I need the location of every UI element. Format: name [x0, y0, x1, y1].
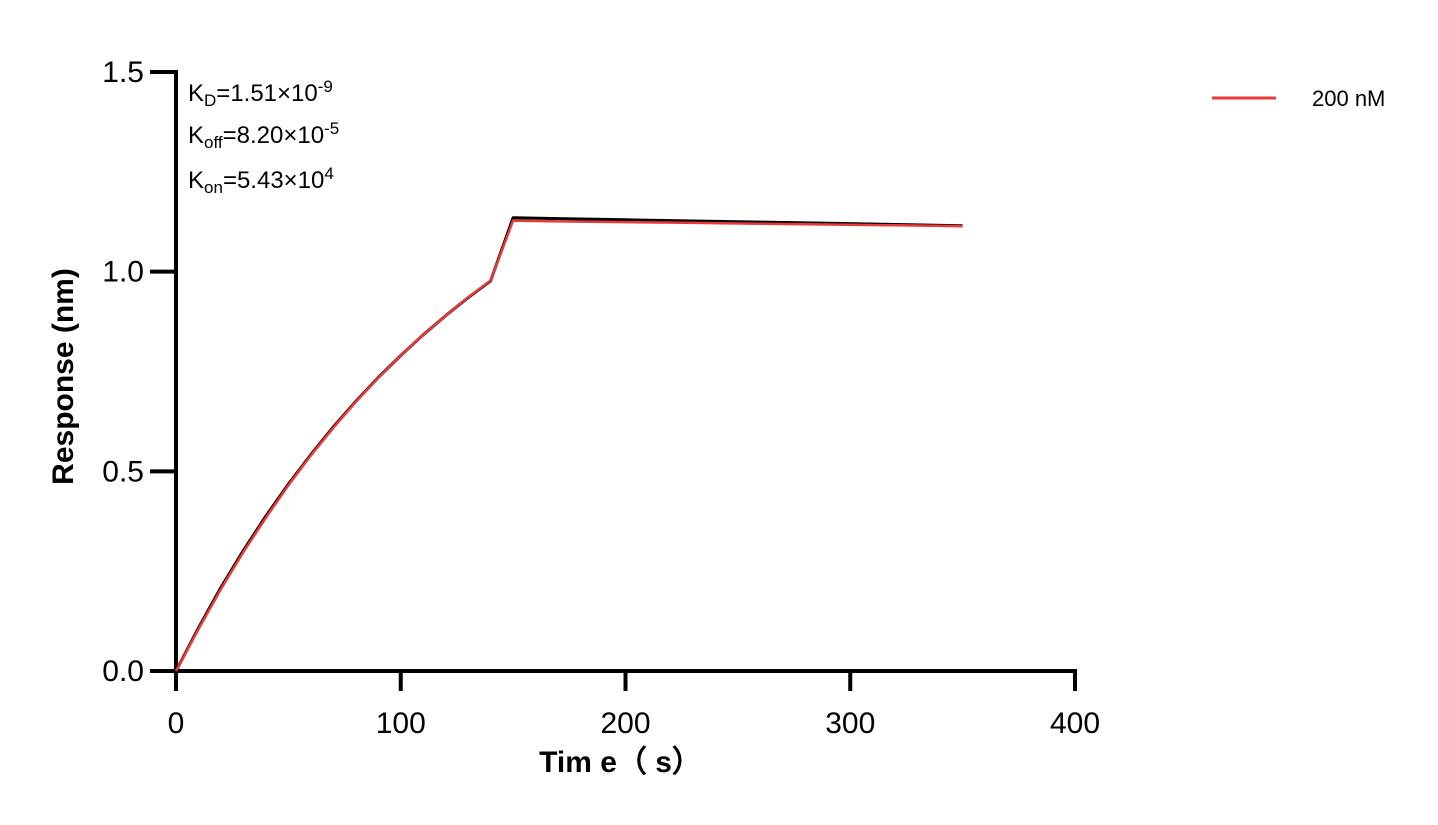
series-line-200nm: [174, 219, 963, 672]
axes: 0 100 200 300 400 0.0 0.5 1.0 1.5 Tim e（ s） Respon…: [47, 56, 1100, 779]
y-tick-label: 0.5: [102, 455, 144, 488]
legend-label: 200 nM: [1312, 86, 1385, 111]
koff-annotation: Koff=8.20×10-5: [188, 119, 340, 152]
y-tick-label: 1.0: [102, 256, 144, 289]
kd-annotation: KD=1.51×10-9: [188, 77, 333, 110]
x-tick-label: 0: [168, 707, 185, 740]
kon-annotation: Kon=5.43×104: [188, 164, 334, 197]
x-tick-label: 200: [600, 707, 650, 740]
series-layer: [174, 216, 963, 672]
y-tick-label: 0.0: [102, 655, 144, 688]
x-tick-label: 300: [825, 707, 875, 740]
y-axis-title: Response (nm): [47, 268, 80, 485]
fit-curve: [174, 216, 963, 672]
x-tick-label: 100: [376, 707, 426, 740]
x-axis-title: Tim e（ s）: [539, 745, 702, 779]
y-tick-label: 1.5: [102, 56, 144, 89]
legend: 200 nM: [1212, 86, 1385, 111]
x-tick-label: 400: [1050, 707, 1100, 740]
